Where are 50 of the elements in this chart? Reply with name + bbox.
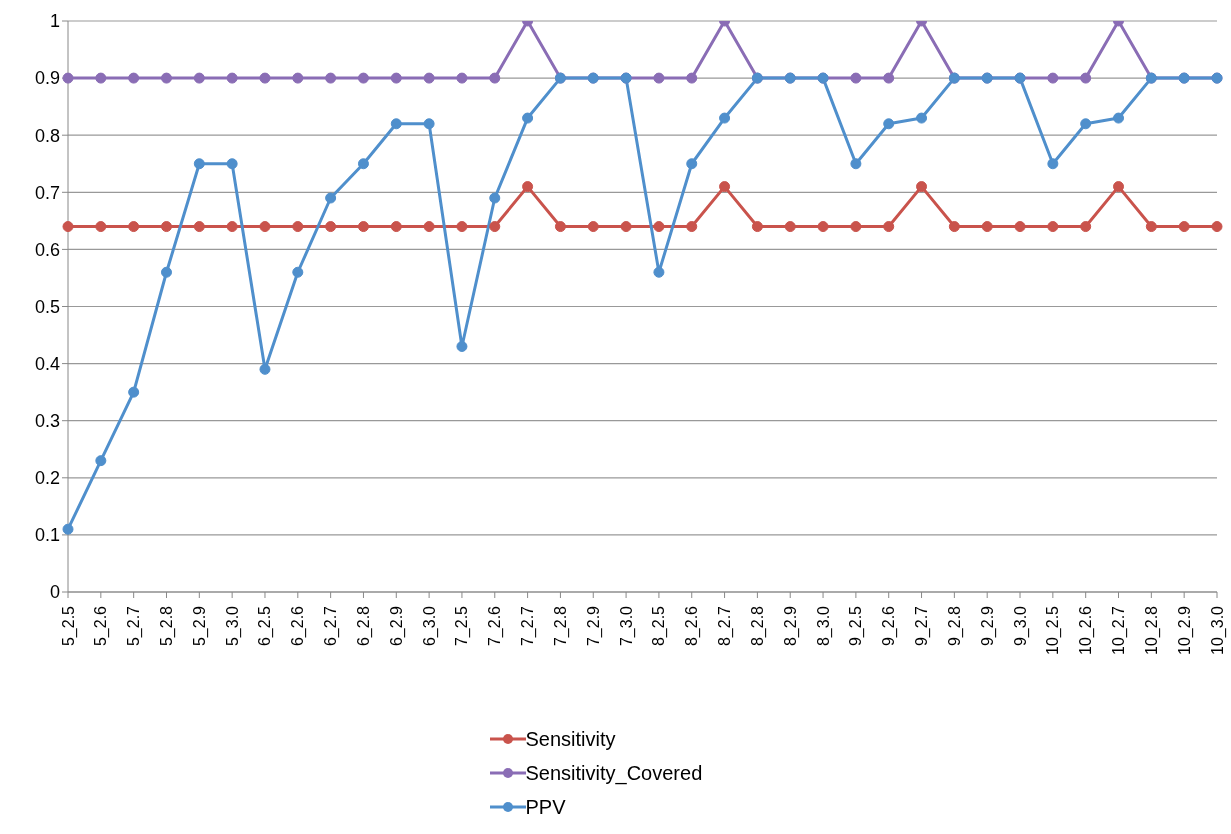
x-tick-label: 6_2.7 bbox=[322, 605, 341, 647]
y-tick-label: 0.5 bbox=[34, 296, 60, 317]
x-tick-label: 5_2.6 bbox=[92, 605, 111, 647]
x-tick-label: 8_2.6 bbox=[683, 605, 702, 647]
x-tick-label: 7_2.7 bbox=[519, 605, 538, 647]
x-tick-label: 5_2.9 bbox=[190, 605, 209, 647]
legend-label: Sensitivity bbox=[525, 727, 616, 752]
x-tick-label: 10_2.5 bbox=[1044, 605, 1063, 655]
x-tick-label: 9_2.5 bbox=[847, 605, 866, 647]
x-tick-label: 9_2.7 bbox=[913, 605, 932, 647]
x-tick-label: 8_3.0 bbox=[814, 605, 833, 647]
y-tick-label: 0.3 bbox=[34, 411, 60, 432]
x-tick-label: 7_2.6 bbox=[486, 605, 505, 647]
x-tick-label: 5_2.8 bbox=[157, 605, 176, 647]
x-tick-label: 6_2.5 bbox=[256, 605, 275, 647]
x-tick-label: 7_2.5 bbox=[453, 605, 472, 647]
x-tick-label: 7_2.9 bbox=[584, 605, 603, 647]
x-tick-label: 8_2.7 bbox=[716, 605, 735, 647]
y-tick-label: 0.9 bbox=[34, 68, 60, 89]
y-tick-label: 0.1 bbox=[34, 525, 60, 546]
x-tick-label: 10_2.9 bbox=[1175, 605, 1194, 655]
legend-label: PPV bbox=[525, 795, 566, 820]
y-tick-label: 0.4 bbox=[34, 353, 60, 374]
x-tick-label: 8_2.9 bbox=[781, 605, 800, 647]
x-tick-label: 5_3.0 bbox=[223, 605, 242, 647]
x-tick-label: 10_3.0 bbox=[1208, 605, 1227, 655]
y-tick-label: 1 bbox=[49, 11, 60, 32]
x-tick-label: 10_2.6 bbox=[1077, 605, 1096, 655]
legend-label: Sensitivity_Covered bbox=[525, 761, 703, 787]
y-tick-label: 0.6 bbox=[34, 239, 60, 260]
y-tick-label: 0 bbox=[49, 582, 60, 603]
x-tick-label: 7_2.8 bbox=[551, 605, 570, 647]
x-tick-label: 7_3.0 bbox=[617, 605, 636, 647]
x-tick-label: 8_2.5 bbox=[650, 605, 669, 647]
x-tick-label: 9_2.8 bbox=[945, 605, 964, 647]
x-tick-label: 10_2.8 bbox=[1142, 605, 1161, 655]
x-tick-label: 6_2.8 bbox=[354, 605, 373, 647]
y-tick-label: 0.7 bbox=[34, 182, 60, 203]
x-tick-label: 9_3.0 bbox=[1011, 605, 1030, 647]
y-tick-label: 0.8 bbox=[34, 125, 60, 146]
x-tick-label: 6_3.0 bbox=[420, 605, 439, 647]
x-tick-label: 9_2.9 bbox=[978, 605, 997, 647]
x-tick-label: 5_2.7 bbox=[125, 605, 144, 647]
x-tick-label: 8_2.8 bbox=[748, 605, 767, 647]
x-tick-label: 10_2.7 bbox=[1110, 605, 1129, 655]
x-tick-label: 9_2.6 bbox=[880, 605, 899, 647]
x-tick-label: 5_2.5 bbox=[59, 605, 78, 647]
x-tick-label: 6_2.9 bbox=[387, 605, 406, 647]
x-tick-label: 6_2.6 bbox=[289, 605, 308, 647]
y-tick-label: 0.2 bbox=[34, 468, 60, 489]
